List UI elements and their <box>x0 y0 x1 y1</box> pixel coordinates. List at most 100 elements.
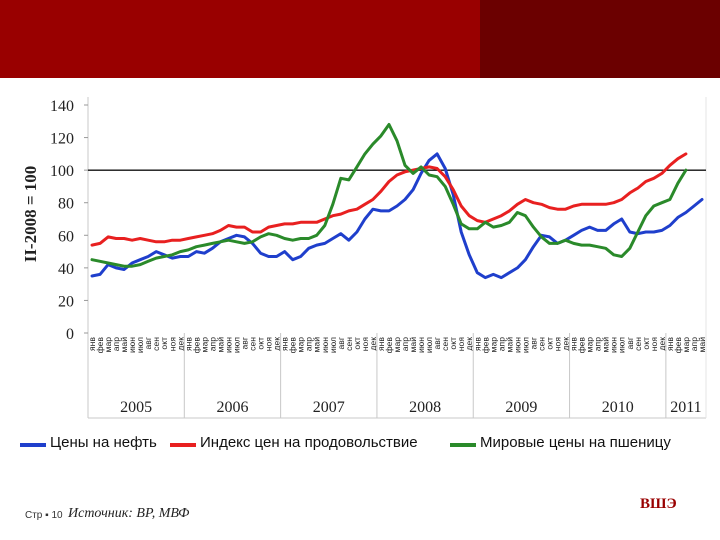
y-tick-label: 80 <box>58 196 74 213</box>
x-tick-label: окт <box>641 337 651 350</box>
series-line <box>90 123 688 268</box>
year-label: 2008 <box>409 399 441 416</box>
x-tick-label: сен <box>440 337 450 351</box>
legend-swatch <box>450 443 476 447</box>
y-tick-label: 20 <box>58 293 74 310</box>
x-tick-label: апр <box>111 337 121 351</box>
x-tick-label: сен <box>151 337 161 351</box>
y-tick-label: 140 <box>50 98 74 115</box>
year-label: 2009 <box>505 399 537 416</box>
x-tick-label: авг <box>336 337 346 349</box>
x-tick-label: фев <box>95 337 105 354</box>
series-line <box>90 152 688 247</box>
x-tick-label: сен <box>248 337 258 351</box>
y-tick-label: 60 <box>58 228 74 245</box>
y-tick-label: 40 <box>58 261 74 278</box>
x-tick-label: апр <box>593 337 603 351</box>
x-tick-label: май <box>697 337 707 353</box>
banner-right-block <box>480 0 720 78</box>
x-tick-label: янв <box>472 337 482 351</box>
x-tick-label: янв <box>665 337 675 351</box>
x-tick-label: авг <box>625 337 635 349</box>
x-tick-label: май <box>312 337 322 353</box>
x-tick-label: окт <box>159 337 169 350</box>
page-number: Стр ▪ 10 <box>25 510 63 521</box>
x-tick-label: мар <box>585 337 595 353</box>
x-tick-label: ноя <box>553 337 563 352</box>
x-tick-label: янв <box>280 337 290 351</box>
x-tick-label: июн <box>127 337 137 353</box>
x-tick-label: янв <box>183 337 193 351</box>
x-tick-label: июн <box>609 337 619 353</box>
x-tick-label: авг <box>528 337 538 349</box>
page-label: Стр <box>25 510 43 521</box>
y-tick-label: 120 <box>50 131 74 148</box>
x-tick-label: авг <box>143 337 153 349</box>
source-note: Источник: BP, МВФ <box>68 506 190 521</box>
x-tick-label: ноя <box>264 337 274 352</box>
year-label: 2010 <box>602 399 634 416</box>
y-axis-label: II-2008 = 100 <box>21 165 40 263</box>
x-tick-label: июл <box>424 337 434 353</box>
hse-logo: ВШЭ <box>640 496 677 512</box>
x-tick-label: июн <box>320 337 330 353</box>
x-tick-label: янв <box>569 337 579 351</box>
y-tick-label: 100 <box>50 163 74 180</box>
x-tick-label: май <box>504 337 514 353</box>
series-line <box>90 152 704 280</box>
x-tick-label: окт <box>256 337 266 350</box>
x-tick-label: май <box>215 337 225 353</box>
year-label: 2011 <box>670 399 701 416</box>
legend-label: Мировые цены на пшеницу <box>480 434 671 451</box>
year-label: 2007 <box>313 399 345 416</box>
header-banner <box>0 0 720 78</box>
x-tick-label: июл <box>135 337 145 353</box>
x-tick-label: дек <box>464 337 474 351</box>
page-number-value: 10 <box>51 510 63 521</box>
x-tick-label: авг <box>432 337 442 349</box>
x-tick-label: авг <box>240 337 250 349</box>
legend-label: Цены на нефть <box>50 434 157 451</box>
x-tick-label: мар <box>296 337 306 353</box>
x-tick-label: мар <box>392 337 402 353</box>
x-tick-label: июл <box>617 337 627 353</box>
legend-swatch <box>170 443 196 447</box>
banner-left-block <box>0 0 480 78</box>
x-tick-label: апр <box>689 337 699 351</box>
legend-swatch <box>20 443 46 447</box>
year-label: 2006 <box>216 399 248 416</box>
x-tick-label: май <box>601 337 611 353</box>
x-tick-label: дек <box>175 337 185 351</box>
x-tick-label: дек <box>561 337 571 351</box>
x-tick-label: июн <box>223 337 233 353</box>
x-tick-label: янв <box>376 337 386 351</box>
x-tick-label: окт <box>544 337 554 350</box>
x-tick-label: дек <box>272 337 282 351</box>
x-tick-label: мар <box>681 337 691 353</box>
x-tick-label: мар <box>488 337 498 353</box>
x-tick-label: июл <box>520 337 530 353</box>
x-tick-label: ноя <box>167 337 177 352</box>
x-tick-label: янв <box>87 337 97 351</box>
x-tick-label: июл <box>328 337 338 353</box>
x-tick-label: сен <box>344 337 354 351</box>
x-tick-label: апр <box>207 337 217 351</box>
x-tick-label: сен <box>633 337 643 351</box>
x-tick-label: мар <box>199 337 209 353</box>
x-tick-label: апр <box>304 337 314 351</box>
x-tick-label: фев <box>480 337 490 354</box>
x-tick-label: май <box>119 337 129 353</box>
x-tick-label: апр <box>496 337 506 351</box>
x-tick-label: ноя <box>360 337 370 352</box>
x-tick-label: фев <box>384 337 394 354</box>
x-tick-label: фев <box>288 337 298 354</box>
x-tick-label: июн <box>416 337 426 353</box>
x-tick-label: июн <box>512 337 522 353</box>
x-tick-label: ноя <box>456 337 466 352</box>
legend-label: Индекс цен на продовольствие <box>200 434 418 451</box>
x-tick-label: мар <box>103 337 113 353</box>
x-tick-label: май <box>408 337 418 353</box>
x-tick-label: апр <box>400 337 410 351</box>
x-tick-label: ноя <box>649 337 659 352</box>
